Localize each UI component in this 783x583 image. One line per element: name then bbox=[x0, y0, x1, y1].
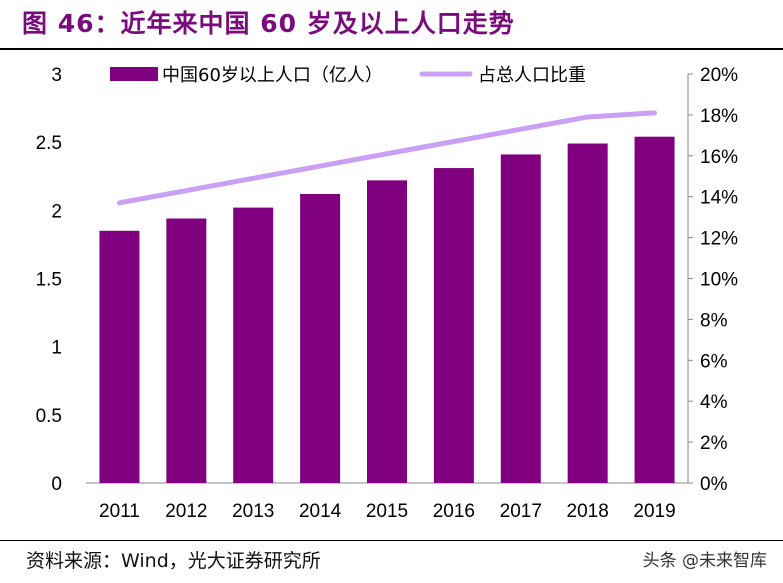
title-divider bbox=[0, 48, 783, 50]
right-axis-tick-label: 10% bbox=[700, 270, 738, 291]
legend-swatch-bar bbox=[110, 67, 158, 81]
left-axis-tick-label: 2 bbox=[51, 201, 62, 222]
x-axis-tick-label: 2019 bbox=[633, 501, 675, 522]
right-axis-tick-label: 2% bbox=[700, 433, 728, 454]
x-axis-tick-label: 2016 bbox=[433, 501, 475, 522]
right-axis-tick-label: 16% bbox=[700, 147, 738, 168]
left-axis-tick-label: 0 bbox=[51, 474, 62, 495]
bar-2013 bbox=[233, 207, 274, 483]
watermark: 头条 @未来智库 bbox=[642, 551, 767, 571]
legend-label-bar: 中国60岁以上人口（亿人） bbox=[162, 65, 383, 86]
right-axis-tick-label: 4% bbox=[700, 392, 728, 413]
x-axis-tick-label: 2018 bbox=[567, 501, 609, 522]
bar-2011 bbox=[99, 230, 140, 483]
left-axis-tick-label: 2.5 bbox=[36, 133, 62, 154]
right-axis-tick-label: 6% bbox=[700, 351, 728, 372]
bar-2012 bbox=[166, 218, 207, 483]
left-axis-tick-label: 1.5 bbox=[36, 270, 62, 291]
right-axis-tick-label: 20% bbox=[700, 65, 738, 86]
source-divider bbox=[0, 540, 783, 541]
left-axis-tick-label: 1 bbox=[51, 338, 62, 359]
x-axis-tick-label: 2017 bbox=[500, 501, 542, 522]
figure-title: 图 46：近年来中国 60 岁及以上人口走势 bbox=[22, 9, 515, 38]
left-axis-tick-label: 3 bbox=[51, 65, 62, 86]
right-axis-tick-label: 12% bbox=[700, 229, 738, 250]
bar-2018 bbox=[567, 143, 608, 483]
x-axis-tick-label: 2013 bbox=[232, 501, 274, 522]
x-axis-tick-label: 2014 bbox=[299, 501, 342, 522]
right-axis-tick-label: 18% bbox=[700, 106, 738, 127]
legend-label-line: 占总人口比重 bbox=[478, 65, 586, 86]
left-axis-tick-label: 0.5 bbox=[36, 406, 62, 427]
bar-2016 bbox=[433, 168, 474, 483]
right-axis-tick-label: 0% bbox=[700, 474, 728, 495]
source-note: 资料来源：Wind，光大证券研究所 bbox=[26, 550, 321, 572]
x-axis-tick-label: 2015 bbox=[366, 501, 408, 522]
right-axis-tick-label: 8% bbox=[700, 310, 728, 331]
bar-2017 bbox=[500, 154, 541, 484]
bar-2019 bbox=[634, 136, 675, 484]
bar-2015 bbox=[367, 180, 407, 483]
bar-2014 bbox=[300, 193, 341, 483]
x-axis-tick-label: 2012 bbox=[165, 501, 207, 522]
x-axis-tick-label: 2011 bbox=[99, 501, 140, 522]
right-axis-tick-label: 14% bbox=[700, 188, 738, 209]
